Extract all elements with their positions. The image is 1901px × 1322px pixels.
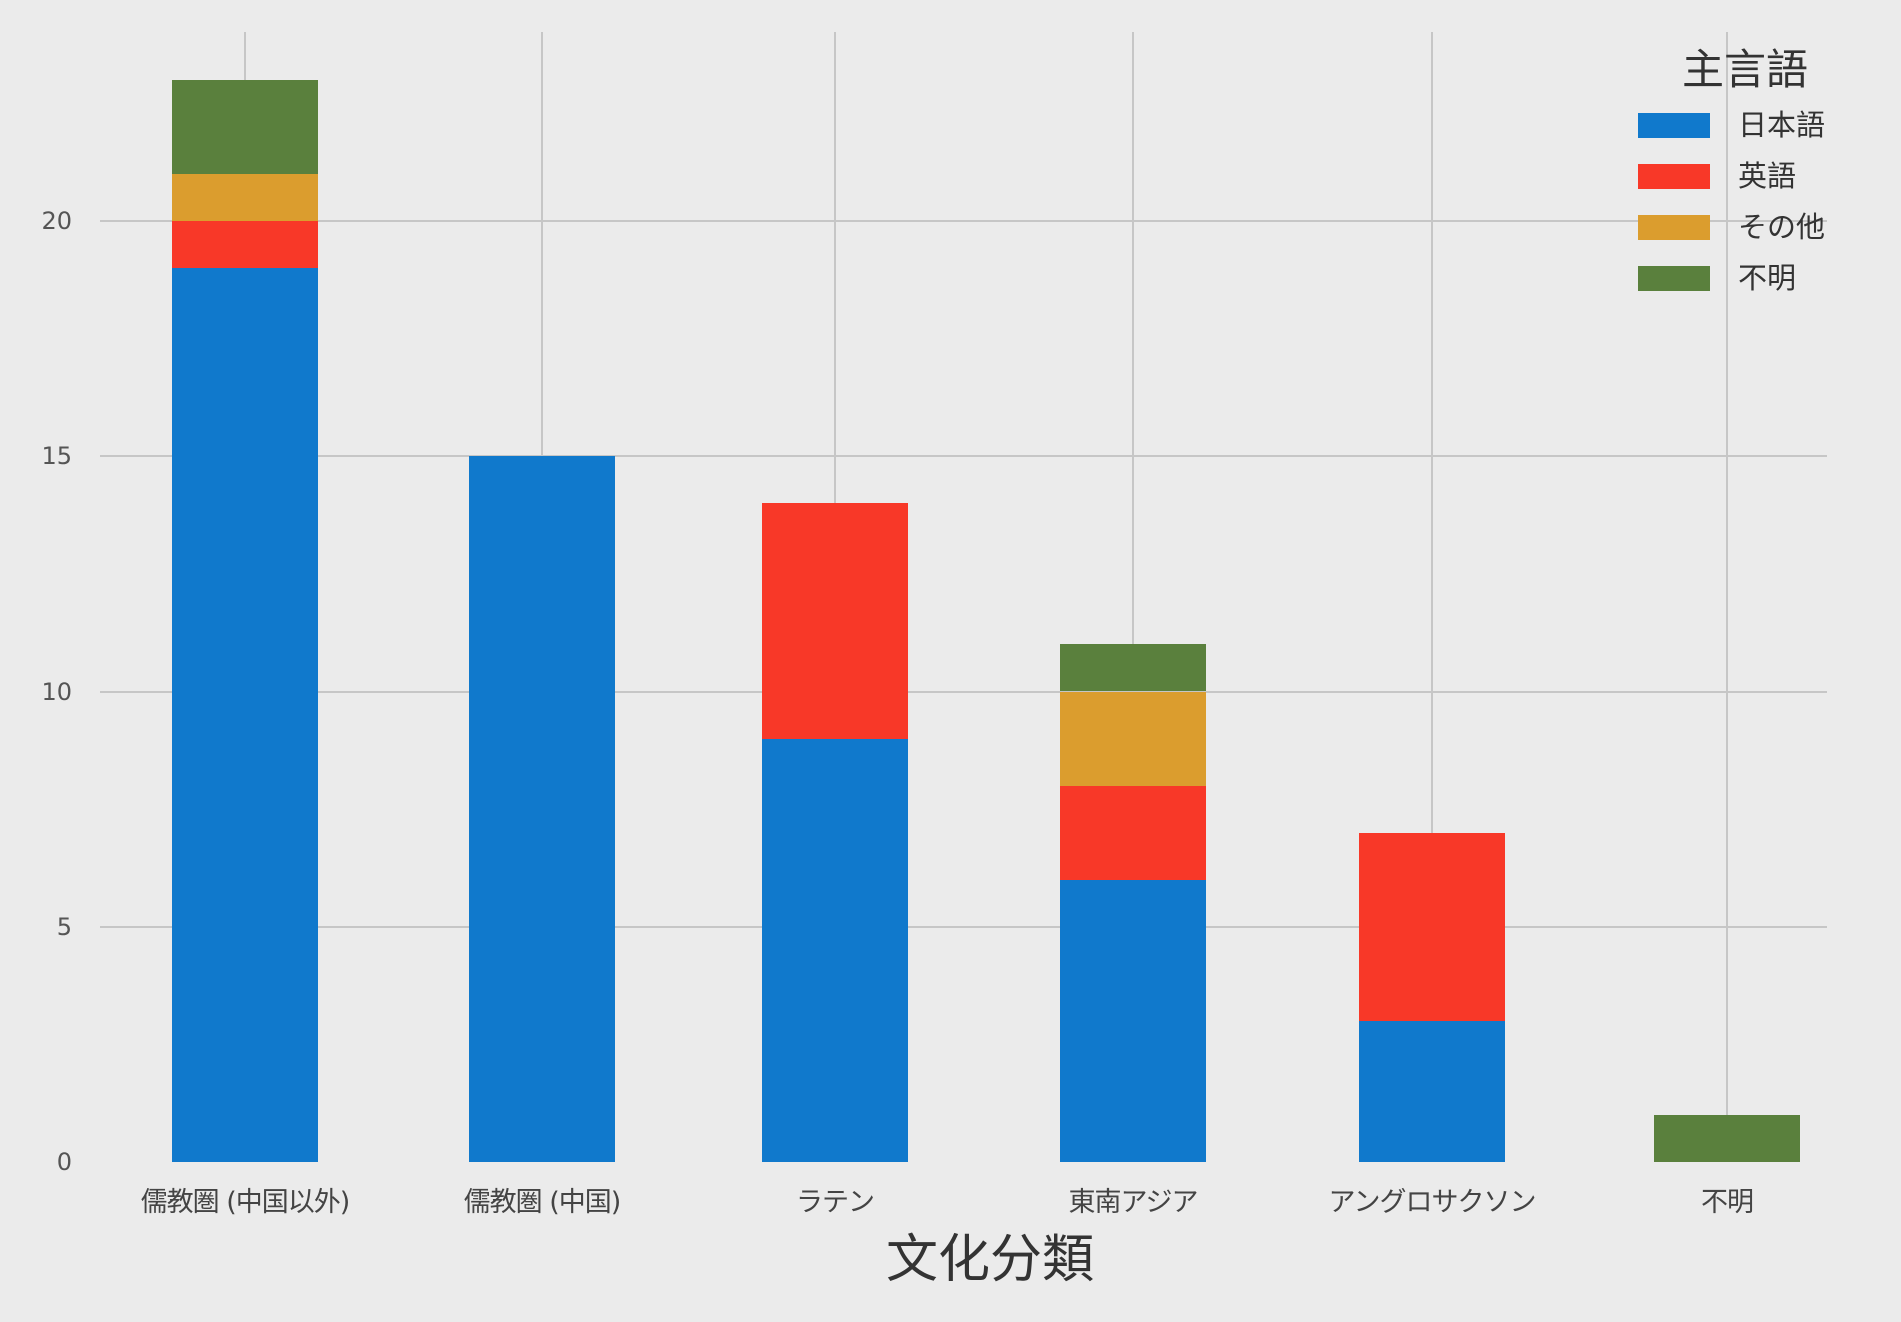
bar-segment: [1654, 1114, 1800, 1162]
legend-swatch: [1638, 215, 1710, 240]
x-tick-label: アングロサクソン: [1328, 1187, 1537, 1218]
gridline-x-5: [1726, 32, 1728, 1162]
x-tick-label: 儒教圏 (中国): [463, 1187, 622, 1218]
legend-item: 日本語: [1630, 105, 1870, 156]
y-tick-label: 0: [56, 1148, 72, 1176]
legend-items: 日本語英語その他不明: [1630, 105, 1870, 309]
legend-label: 不明: [1738, 261, 1797, 295]
y-tick-label: 20: [41, 207, 72, 235]
gridline-y-5: [100, 925, 1827, 928]
legend-label: 英語: [1738, 159, 1797, 193]
x-tick-label: 不明: [1701, 1187, 1754, 1218]
bar-segment: [469, 456, 615, 1162]
bar-segment: [172, 79, 318, 174]
bar-segment: [1060, 644, 1206, 692]
x-tick-label: ラテン: [796, 1187, 875, 1218]
x-tick-label: 儒教圏 (中国以外): [140, 1187, 351, 1218]
legend-swatch: [1638, 164, 1710, 189]
legend-title: 主言語: [1681, 45, 1808, 94]
bar-segment: [172, 221, 318, 269]
bar-segment: [1359, 832, 1505, 1021]
bar-segment: [1359, 1020, 1505, 1162]
gridline-x-3: [1132, 32, 1134, 1162]
y-tick-label: 5: [56, 912, 72, 941]
legend-label: その他: [1738, 210, 1826, 244]
gridline-y-15: [100, 455, 1827, 458]
gridline-y-20: [100, 220, 1827, 222]
y-tick-label: 15: [41, 442, 72, 471]
bar-segment: [762, 738, 908, 1162]
bar-segment: [1060, 879, 1206, 1162]
gridline-x-4: [1431, 32, 1433, 1162]
bar-segment: [1060, 691, 1206, 786]
x-axis-label: 文化分類: [885, 1230, 1095, 1290]
gridline-y-10: [100, 690, 1827, 693]
x-tick-label: 東南アジア: [1068, 1187, 1199, 1218]
y-tick-label: 10: [41, 677, 72, 706]
legend-item: 英語: [1630, 156, 1870, 207]
bar-segment: [172, 173, 318, 221]
legend-item: その他: [1630, 207, 1870, 258]
bar-segment: [172, 268, 318, 1162]
legend-swatch: [1638, 266, 1710, 291]
legend: 主言語 日本語英語その他不明: [1630, 45, 1870, 309]
legend-label: 日本語: [1738, 108, 1826, 142]
legend-item: 不明: [1630, 258, 1870, 309]
legend-swatch: [1638, 113, 1710, 138]
bar-segment: [1060, 785, 1206, 880]
bar-segment: [762, 503, 908, 739]
